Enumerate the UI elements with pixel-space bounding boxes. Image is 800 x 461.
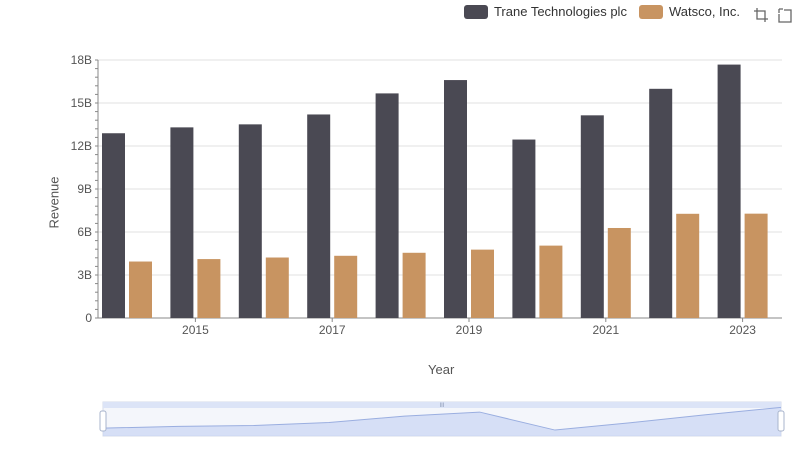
bar-watsco-2019 bbox=[471, 249, 494, 318]
bar-trane-2017 bbox=[307, 114, 331, 318]
zoom-handle-right[interactable] bbox=[777, 410, 785, 432]
bar-trane-2020 bbox=[512, 139, 536, 318]
bar-watsco-2014 bbox=[129, 261, 152, 318]
bar-trane-2019 bbox=[444, 80, 467, 318]
x-tick-label: 2019 bbox=[456, 323, 483, 337]
y-tick-label: 15B bbox=[71, 96, 92, 110]
y-tick-label: 3B bbox=[77, 268, 92, 282]
bar-watsco-2017 bbox=[334, 255, 358, 318]
y-tick-label: 12B bbox=[71, 139, 92, 153]
legend-swatch-watsco bbox=[638, 4, 663, 19]
bar-trane-2016 bbox=[238, 124, 262, 319]
bar-watsco-2022 bbox=[676, 213, 700, 318]
bar-trane-2015 bbox=[170, 127, 194, 318]
bar-watsco-2020 bbox=[539, 245, 563, 318]
zoom-handle-left[interactable] bbox=[99, 410, 107, 432]
x-tick-label: 2015 bbox=[182, 323, 209, 337]
bar-watsco-2015 bbox=[197, 259, 221, 318]
bar-trane-2022 bbox=[649, 88, 673, 318]
chart-toolbar bbox=[752, 6, 794, 24]
bar-watsco-2016 bbox=[265, 257, 289, 318]
bar-trane-2018 bbox=[375, 93, 399, 318]
x-tick-label: 2023 bbox=[729, 323, 756, 337]
legend-item-trane[interactable]: Trane Technologies plc bbox=[463, 4, 627, 19]
legend-item-watsco[interactable]: Watsco, Inc. bbox=[638, 4, 740, 19]
bar-watsco-2023 bbox=[744, 213, 768, 318]
y-tick-label: 18B bbox=[71, 53, 92, 67]
zoom-slider-area bbox=[103, 407, 781, 436]
bar-trane-2023 bbox=[717, 64, 741, 318]
legend: Trane Technologies plc Watsco, Inc. bbox=[463, 4, 740, 19]
legend-swatch-trane bbox=[463, 4, 488, 19]
zoom-slider-bar bbox=[103, 402, 781, 408]
bar-watsco-2021 bbox=[607, 227, 631, 318]
legend-label-trane: Trane Technologies plc bbox=[493, 4, 627, 19]
y-tick-label: 0 bbox=[85, 311, 92, 325]
bar-trane-2021 bbox=[580, 115, 604, 319]
zoom-slider-line bbox=[102, 406, 782, 431]
x-tick-label: 2021 bbox=[592, 323, 619, 337]
y-axis-title: Revenue bbox=[46, 176, 62, 229]
zoom-icon[interactable] bbox=[752, 6, 770, 24]
legend-label-watsco: Watsco, Inc. bbox=[668, 4, 740, 19]
bar-watsco-2018 bbox=[402, 252, 426, 318]
bar-trane-2014 bbox=[102, 133, 125, 318]
x-tick-label: 2017 bbox=[319, 323, 346, 337]
zoom-drag-handle[interactable]: III bbox=[439, 403, 444, 409]
restore-icon[interactable] bbox=[776, 6, 794, 24]
y-tick-label: 6B bbox=[77, 225, 92, 239]
x-axis-title: Year bbox=[428, 362, 455, 377]
y-tick-label: 9B bbox=[77, 182, 92, 196]
